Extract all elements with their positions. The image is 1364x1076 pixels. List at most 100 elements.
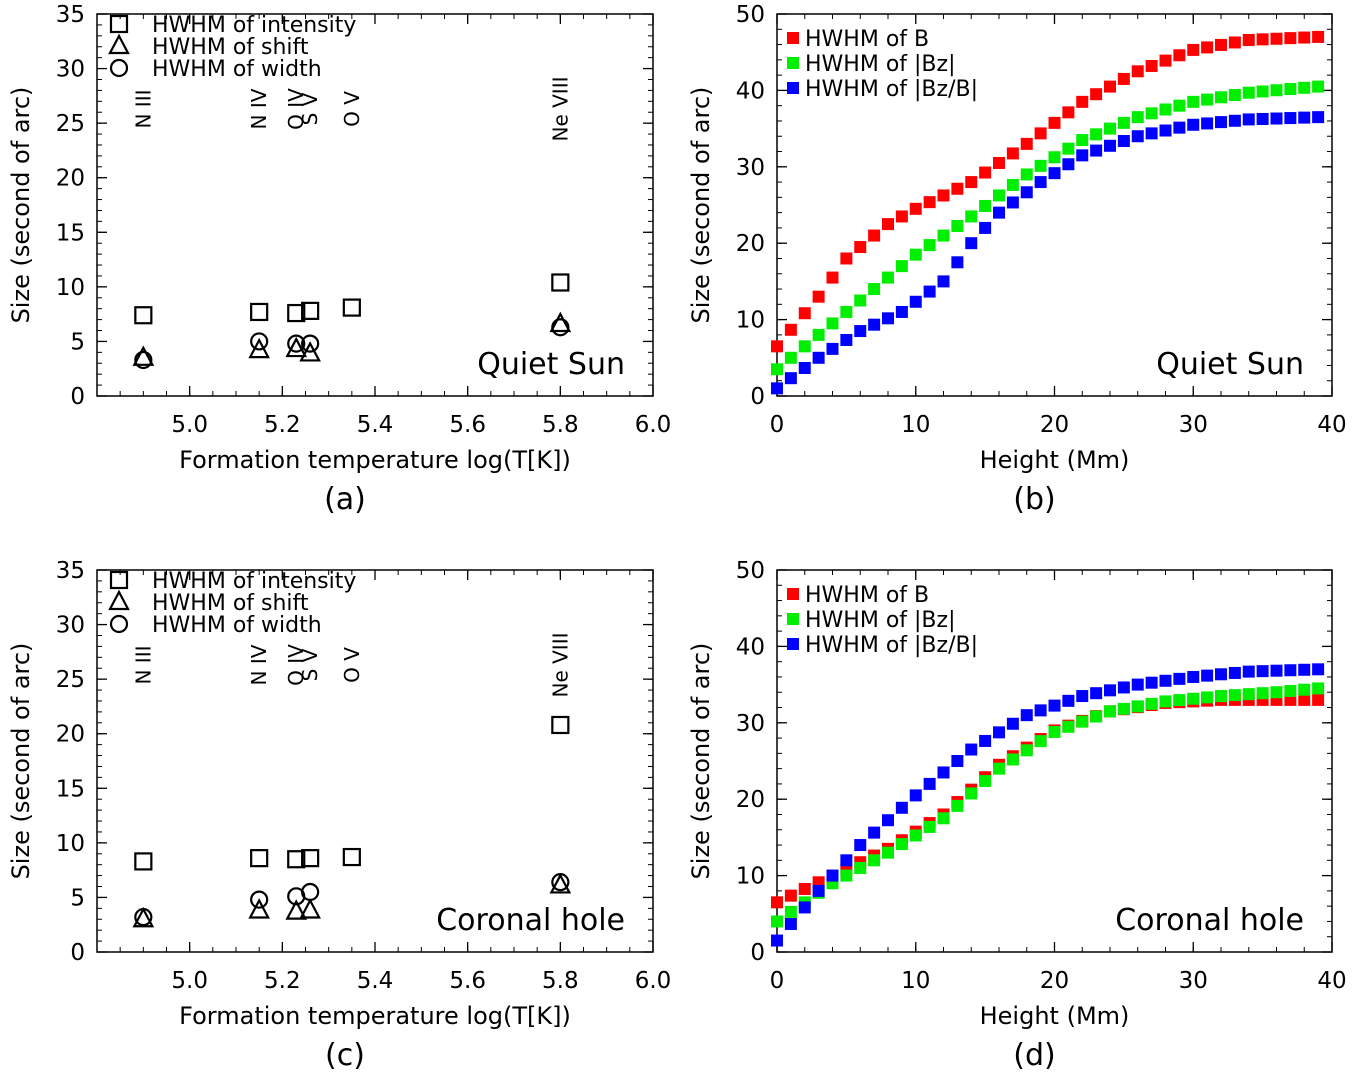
data-point	[854, 294, 867, 307]
y-tick-label: 5	[70, 329, 85, 355]
y-tick-label: 10	[736, 308, 765, 334]
data-point	[909, 248, 922, 261]
region-annotation: Coronal hole	[436, 903, 625, 938]
data-point	[1076, 134, 1089, 147]
x-axis-label: Height (Mm)	[980, 1002, 1130, 1030]
data-point	[882, 271, 894, 284]
data-point	[993, 156, 1005, 169]
data-point	[826, 342, 839, 355]
data-point	[840, 869, 853, 882]
triangle-data-point	[285, 899, 308, 920]
x-axis-label: Height (Mm)	[980, 446, 1130, 474]
data-point	[1048, 699, 1061, 712]
data-point	[993, 762, 1005, 775]
data-point	[1076, 95, 1089, 108]
data-point	[798, 340, 811, 353]
ion-label: S V	[298, 92, 322, 125]
y-tick-label: 10	[56, 831, 85, 857]
data-point	[1312, 682, 1325, 695]
data-point	[1201, 117, 1214, 130]
data-point	[1298, 663, 1311, 676]
data-point	[951, 799, 964, 812]
y-axis-label: Size (second of arc)	[7, 643, 35, 880]
data-point	[1131, 700, 1144, 713]
legend-circle-marker	[109, 614, 129, 634]
x-tick-label: 10	[901, 412, 930, 438]
legend-label: HWHM of |Bz|	[805, 52, 955, 77]
data-point	[979, 775, 992, 788]
data-point	[1270, 32, 1283, 45]
data-point	[1034, 127, 1047, 140]
data-point	[1312, 80, 1325, 93]
ion-label: N III	[131, 645, 155, 684]
data-point	[1131, 130, 1144, 143]
data-point	[923, 196, 936, 209]
data-point	[993, 206, 1005, 219]
data-point	[1034, 704, 1047, 717]
square-data-point	[287, 303, 306, 323]
data-point	[937, 812, 950, 825]
data-point	[1173, 49, 1186, 62]
data-point	[979, 734, 992, 747]
x-tick-label: 40	[1317, 412, 1346, 438]
triangle-data-point	[132, 906, 155, 928]
y-tick-label: 20	[56, 722, 85, 748]
y-tick-label: 25	[56, 667, 85, 693]
data-point	[1201, 93, 1214, 106]
data-point	[1020, 186, 1033, 199]
data-point	[1256, 112, 1269, 125]
data-point	[771, 896, 783, 909]
data-point	[854, 241, 867, 254]
data-point	[1145, 676, 1158, 689]
data-point	[923, 777, 936, 790]
data-point	[771, 363, 783, 376]
data-point	[923, 285, 936, 298]
x-tick-label: 5.4	[357, 412, 394, 438]
x-tick-label: 5.6	[449, 968, 486, 994]
data-point	[882, 846, 894, 859]
data-point	[965, 787, 978, 800]
data-point	[868, 229, 881, 242]
ion-label: N IV	[247, 644, 271, 685]
data-point	[1104, 684, 1116, 697]
data-point	[1048, 116, 1061, 129]
x-tick-label: 20	[1040, 412, 1069, 438]
data-point	[1187, 43, 1200, 56]
data-point	[798, 361, 811, 374]
square-data-point	[134, 852, 153, 871]
data-point	[784, 889, 797, 902]
x-tick-label: 0	[770, 412, 785, 438]
data-point	[1187, 692, 1200, 705]
data-point	[1048, 167, 1061, 180]
chart-panel-d: 0 10 20 30 40 0 10 20 30 40 50 Height (Mm) Size (sec…	[687, 558, 1347, 1073]
legend-label: HWHM of intensity	[152, 569, 356, 594]
y-tick-label: 0	[70, 940, 85, 966]
data-point	[1270, 112, 1283, 125]
circle-data-point	[551, 873, 570, 892]
legend-label: HWHM of intensity	[152, 13, 356, 38]
legend-label: HWHM of B	[805, 583, 929, 608]
data-point	[1006, 753, 1019, 766]
data-point	[1284, 664, 1297, 677]
data-point	[1034, 176, 1047, 189]
data-point	[979, 166, 992, 179]
data-point	[1242, 86, 1255, 99]
data-point	[993, 189, 1005, 202]
y-tick-label: 30	[736, 711, 765, 737]
square-data-point	[287, 850, 306, 869]
circle-data-point	[134, 907, 153, 927]
legend-color-swatch	[787, 32, 799, 44]
data-point	[1284, 32, 1297, 45]
legend-label: HWHM of shift	[152, 35, 309, 60]
data-point	[1312, 30, 1325, 43]
data-point	[965, 176, 978, 189]
data-point	[1117, 72, 1130, 85]
region-annotation: Quiet Sun	[477, 347, 625, 382]
square-data-point	[250, 302, 269, 322]
x-tick-label: 5.0	[171, 412, 208, 438]
y-axis-label: Size (second of arc)	[687, 87, 715, 324]
data-point	[784, 905, 797, 918]
data-point	[895, 838, 908, 851]
data-point	[1076, 715, 1089, 728]
